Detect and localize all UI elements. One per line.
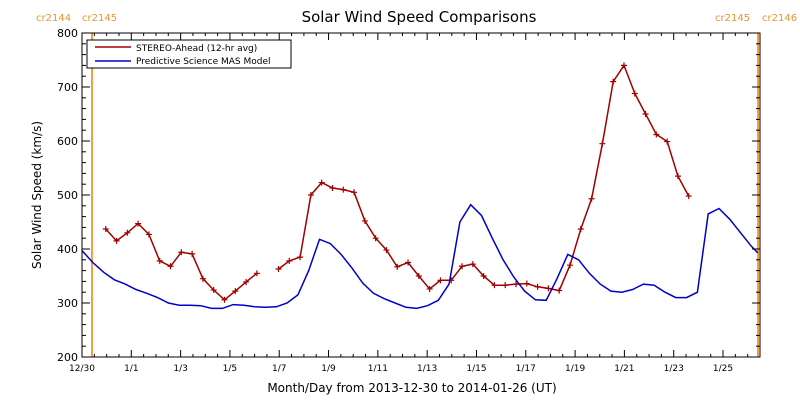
stereo-data-point xyxy=(480,273,487,279)
stereo-data-point xyxy=(631,90,638,97)
stereo-data-point xyxy=(178,249,185,256)
x-tick-label: 12/30 xyxy=(69,364,95,374)
stereo-data-point xyxy=(210,287,217,294)
stereo-data-point xyxy=(124,229,131,236)
x-tick-label: 1/11 xyxy=(368,364,388,374)
stereo-data-point xyxy=(329,184,336,191)
stereo-data-point xyxy=(340,186,347,193)
x-axis-title: Month/Day from 2013-12-30 to 2014-01-26 … xyxy=(267,381,556,395)
legend: STEREO-Ahead (12-hr avg) Predictive Scie… xyxy=(86,39,292,69)
stereo-data-point xyxy=(620,62,627,69)
stereo-data-point xyxy=(502,282,509,289)
stereo-series-line xyxy=(105,222,258,301)
stereo-data-point xyxy=(491,282,498,289)
stereo-data-point xyxy=(361,217,368,224)
stereo-data-point xyxy=(372,235,379,242)
legend-label-stereo: STEREO-Ahead (12-hr avg) xyxy=(136,44,257,54)
stereo-data-point xyxy=(685,193,692,200)
carrington-label-left-1: cr2144 xyxy=(36,13,71,24)
stereo-data-point xyxy=(523,280,530,287)
x-tick-label: 1/17 xyxy=(516,364,536,374)
stereo-data-point xyxy=(189,250,196,257)
stereo-data-point xyxy=(351,189,358,196)
stereo-data-point xyxy=(415,273,422,279)
y-tick-label: 300 xyxy=(57,297,78,310)
legend-box xyxy=(86,39,292,69)
x-tick-label: 1/19 xyxy=(565,364,585,374)
x-tick-label: 1/13 xyxy=(417,364,437,374)
x-tick-label: 1/23 xyxy=(664,364,684,374)
stereo-data-point xyxy=(599,140,606,147)
plot-frame xyxy=(81,32,761,358)
stereo-data-point xyxy=(221,296,228,303)
stereo-data-point xyxy=(610,78,617,85)
y-tick-label: 800 xyxy=(57,27,78,40)
stereo-data-point xyxy=(469,261,476,268)
stereo-data-point xyxy=(102,226,109,233)
stereo-data-point xyxy=(577,226,584,233)
x-tick-label: 1/9 xyxy=(321,364,336,374)
stereo-data-point xyxy=(642,111,649,117)
stereo-data-point xyxy=(653,131,660,138)
stereo-data-point xyxy=(383,247,390,254)
y-tick-label: 500 xyxy=(57,189,78,202)
carrington-label-left-2: cr2145 xyxy=(82,13,117,24)
mas-series-line xyxy=(81,203,759,310)
stereo-data-point xyxy=(167,263,174,270)
stereo-data-point xyxy=(405,259,412,266)
stereo-data-point xyxy=(297,254,304,261)
stereo-series-line xyxy=(278,63,690,292)
stereo-data-point xyxy=(243,278,250,285)
stereo-data-point xyxy=(307,192,314,198)
stereo-data-point xyxy=(674,173,681,180)
stereo-data-point xyxy=(459,263,466,270)
stereo-data-point xyxy=(145,231,152,238)
chart-title: Solar Wind Speed Comparisons xyxy=(302,8,537,26)
stereo-data-point xyxy=(534,283,541,290)
x-tick-label: 1/3 xyxy=(173,364,187,374)
x-tick-label: 1/15 xyxy=(466,364,486,374)
stereo-data-point xyxy=(232,288,239,295)
x-tick-label: 1/5 xyxy=(223,364,237,374)
y-tick-label: 400 xyxy=(57,243,78,256)
x-tick-label: 1/25 xyxy=(713,364,733,374)
stereo-data-point xyxy=(156,257,163,264)
stereo-data-point xyxy=(275,265,282,272)
stereo-data-point xyxy=(199,275,206,282)
stereo-data-point xyxy=(513,281,520,288)
stereo-data-point xyxy=(113,237,120,244)
y-tick-label: 600 xyxy=(57,135,78,148)
stereo-data-point xyxy=(566,262,573,269)
legend-label-mas: Predictive Science MAS Model xyxy=(136,57,271,67)
stereo-data-point xyxy=(664,138,671,145)
stereo-data-point xyxy=(426,285,433,292)
stereo-data-point xyxy=(253,270,260,277)
y-tick-label: 200 xyxy=(57,351,78,364)
stereo-data-point xyxy=(437,277,444,284)
plot-area xyxy=(81,33,759,357)
carrington-label-right-2: cr2146 xyxy=(762,13,797,24)
x-tick-label: 1/7 xyxy=(272,364,286,374)
stereo-data-point xyxy=(394,263,401,270)
stereo-data-point xyxy=(556,287,563,294)
y-axis-title: Solar Wind Speed (km/s) xyxy=(30,121,44,269)
stereo-data-point xyxy=(588,195,595,202)
axes: 200 300 400 500 600 700 800 12/30 1/1 1/3 1/5 1/7 1/… xyxy=(57,27,761,374)
stereo-data-point xyxy=(286,257,293,264)
y-tick-label: 700 xyxy=(57,81,78,94)
stereo-data-point xyxy=(318,179,325,186)
stereo-data-point xyxy=(135,220,142,227)
stereo-data-point xyxy=(545,285,552,292)
x-tick-label: 1/1 xyxy=(124,364,138,374)
x-tick-label: 1/21 xyxy=(614,364,634,374)
carrington-label-right-1: cr2145 xyxy=(715,13,750,24)
